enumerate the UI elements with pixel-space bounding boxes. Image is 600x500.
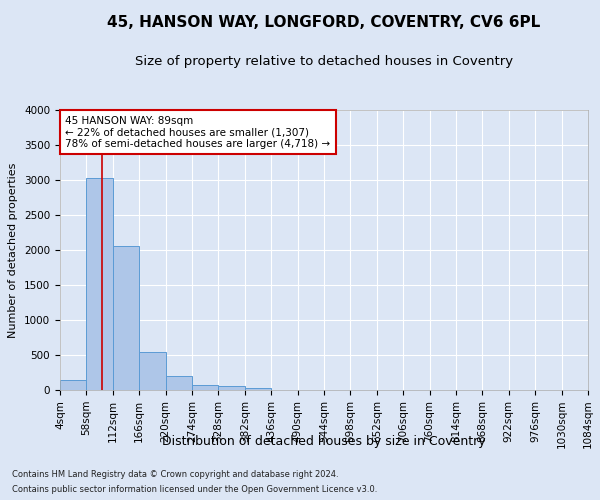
Bar <box>245 388 271 390</box>
Text: Contains public sector information licensed under the Open Government Licence v3: Contains public sector information licen… <box>12 485 377 494</box>
Bar <box>139 352 166 390</box>
Text: 45 HANSON WAY: 89sqm
← 22% of detached houses are smaller (1,307)
78% of semi-de: 45 HANSON WAY: 89sqm ← 22% of detached h… <box>65 116 331 149</box>
Bar <box>113 246 139 390</box>
Text: 45, HANSON WAY, LONGFORD, COVENTRY, CV6 6PL: 45, HANSON WAY, LONGFORD, COVENTRY, CV6 … <box>107 15 541 30</box>
Bar <box>86 178 113 390</box>
Bar <box>192 385 218 390</box>
Bar <box>166 376 192 390</box>
Y-axis label: Number of detached properties: Number of detached properties <box>8 162 19 338</box>
Text: Size of property relative to detached houses in Coventry: Size of property relative to detached ho… <box>135 55 513 68</box>
Bar <box>60 380 86 390</box>
Text: Distribution of detached houses by size in Coventry: Distribution of detached houses by size … <box>162 435 486 448</box>
Bar <box>218 386 245 390</box>
Text: Contains HM Land Registry data © Crown copyright and database right 2024.: Contains HM Land Registry data © Crown c… <box>12 470 338 479</box>
